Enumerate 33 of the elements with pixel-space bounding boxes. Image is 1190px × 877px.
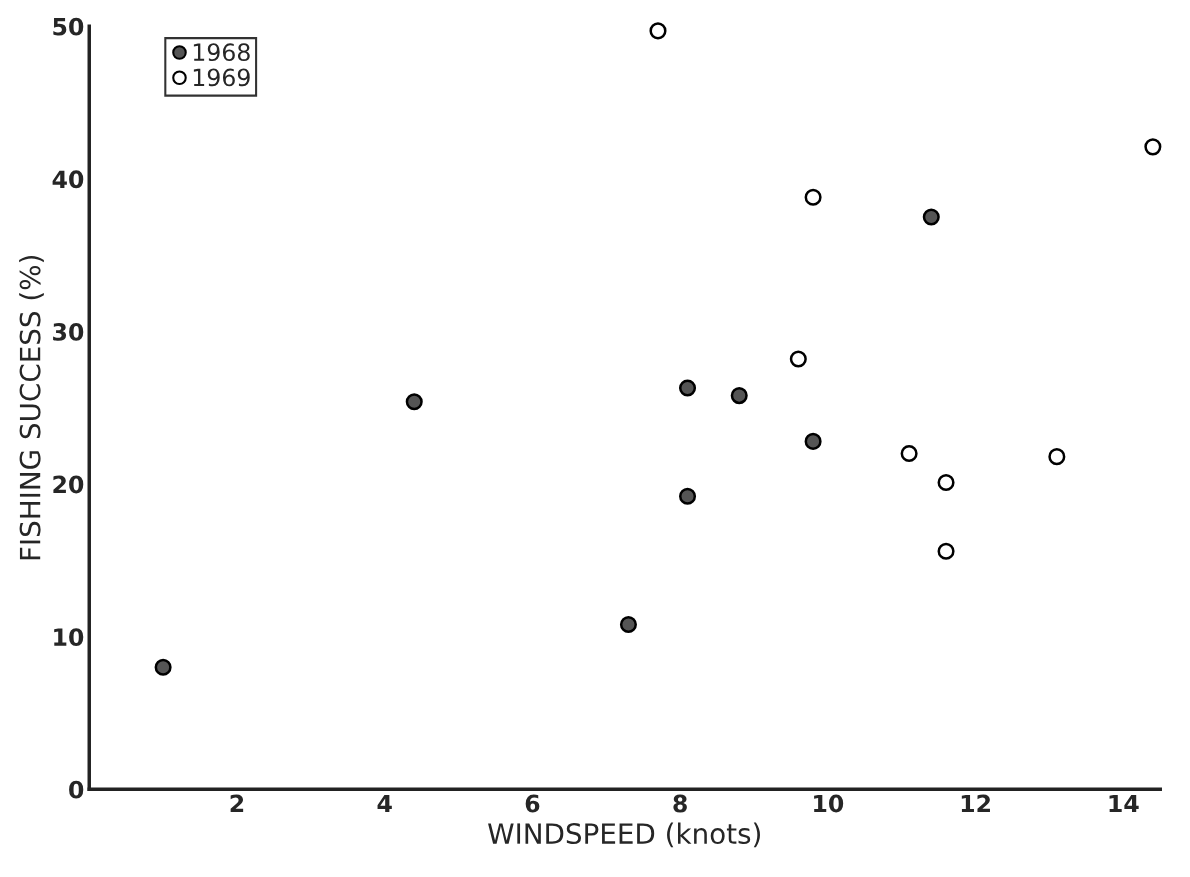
- point: [937, 542, 955, 560]
- point: [730, 387, 748, 405]
- x-tick-label: 4: [377, 794, 392, 813]
- point: [789, 350, 807, 368]
- point: [937, 474, 955, 492]
- point: [154, 658, 172, 676]
- y-axis-title: FISHING SUCCESS (%): [19, 255, 44, 560]
- y-tick-label: 20: [53, 475, 84, 494]
- x-axis-title: WINDSPEED (knots): [488, 822, 760, 848]
- point: [619, 615, 637, 634]
- legend-label: 1969: [193, 68, 250, 87]
- y-tick-label: 30: [53, 322, 84, 341]
- point: [804, 432, 822, 450]
- point: [804, 188, 822, 206]
- x-tick-label: 12: [961, 794, 990, 813]
- x-tick-label: 14: [1109, 794, 1139, 813]
- x-tick-label: 6: [525, 794, 540, 813]
- y-tick-label: 50: [53, 17, 84, 36]
- point: [1048, 448, 1066, 466]
- x-tick-label: 10: [814, 794, 844, 813]
- point: [1144, 138, 1162, 156]
- point: [900, 445, 918, 463]
- point: [405, 393, 423, 411]
- point: [679, 487, 697, 505]
- point: [922, 208, 940, 226]
- y-tick-label: 0: [69, 780, 84, 799]
- x-tick-label: 8: [673, 794, 687, 813]
- y-tick-label: 40: [52, 170, 84, 189]
- y-tick-label: 10: [54, 628, 84, 647]
- x-tick-label: 2: [230, 794, 244, 813]
- legend-label: 1968: [193, 43, 250, 62]
- point: [649, 22, 667, 40]
- point: [679, 379, 697, 397]
